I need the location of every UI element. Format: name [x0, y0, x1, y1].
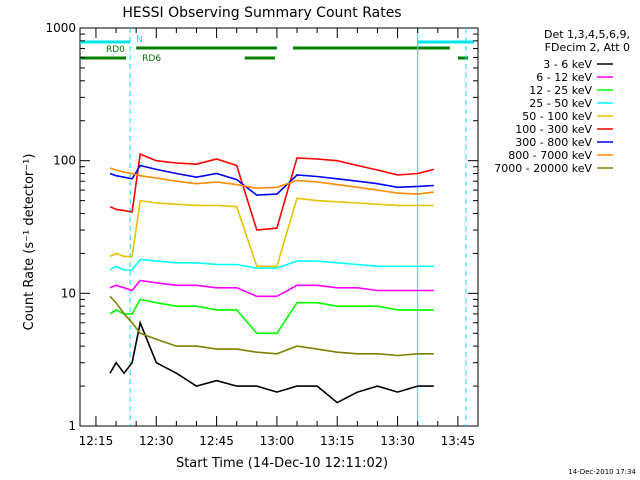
flag-label-rd0: RD0	[106, 45, 125, 55]
series-group	[109, 152, 434, 404]
series-line-300-800-kevkev	[109, 164, 434, 196]
y-tick-label: 1000	[45, 21, 76, 35]
legend-label: 3 - 6 keV	[543, 58, 592, 71]
legend: Det 1,3,4,5,6,9, FDecim 2, Att 0 3 - 6 k…	[494, 28, 630, 175]
legend-label: 25 - 50 keV	[529, 97, 592, 110]
series-line-6-12-kevkev	[109, 279, 434, 298]
y-tick-label: 10	[61, 286, 76, 300]
series-line-12-25-kevkev	[109, 298, 434, 335]
x-tick-label: 13:30	[380, 434, 415, 448]
instrument-flags: N RD0 RD6	[80, 35, 474, 64]
chart-title: HESSI Observing Summary Count Rates	[122, 5, 401, 21]
plot-area	[79, 27, 479, 427]
legend-label: 800 - 7000 keV	[508, 149, 592, 162]
legend-label: 7000 - 20000 keV	[494, 162, 592, 175]
y-axis: 1 10 100 1000	[45, 21, 478, 433]
x-tick-label: 13:15	[320, 434, 355, 448]
x-axis-label: Start Time (14-Dec-10 12:11:02)	[176, 456, 388, 471]
flag-label-rd6: RD6	[142, 54, 161, 64]
cyan-marker-lines	[129, 28, 467, 426]
legend-label: 300 - 800 keV	[515, 136, 592, 149]
x-tick-label: 12:30	[139, 434, 174, 448]
x-tick-label: 13:00	[260, 434, 295, 448]
legend-label: 6 - 12 keV	[536, 71, 592, 84]
series-line-25-50-kevkev	[109, 258, 434, 271]
x-tick-label: 12:15	[79, 434, 114, 448]
legend-header-line-2: FDecim 2, Att 0	[545, 41, 630, 54]
plot-timestamp: 14-Dec-2010 17:34	[568, 468, 636, 476]
x-tick-label: 13:45	[441, 434, 476, 448]
x-tick-label: 12:45	[199, 434, 234, 448]
series-line-3-6-kevkev	[109, 320, 434, 404]
series-line-100-300-kevkev	[109, 152, 434, 231]
x-axis: 12:15 12:30 12:45 13:00 13:15 13:30 13:45	[79, 28, 476, 448]
legend-label: 100 - 300 keV	[515, 123, 592, 136]
series-line-50-100-kevkev	[109, 197, 434, 268]
series-line-800-7000-kevkev	[109, 167, 434, 195]
flag-label-n: N	[136, 35, 143, 45]
legend-label: 50 - 100 keV	[522, 110, 592, 123]
series-line-7000-20000-kevkev	[109, 295, 434, 357]
y-axis-label: Count Rate (s⁻¹ detector⁻¹)	[22, 154, 37, 331]
plot-frame	[79, 27, 479, 427]
y-tick-label: 100	[53, 154, 76, 168]
y-tick-label: 1	[68, 419, 76, 433]
legend-label: 12 - 25 keV	[529, 84, 592, 97]
legend-header-line-1: Det 1,3,4,5,6,9,	[544, 28, 630, 41]
